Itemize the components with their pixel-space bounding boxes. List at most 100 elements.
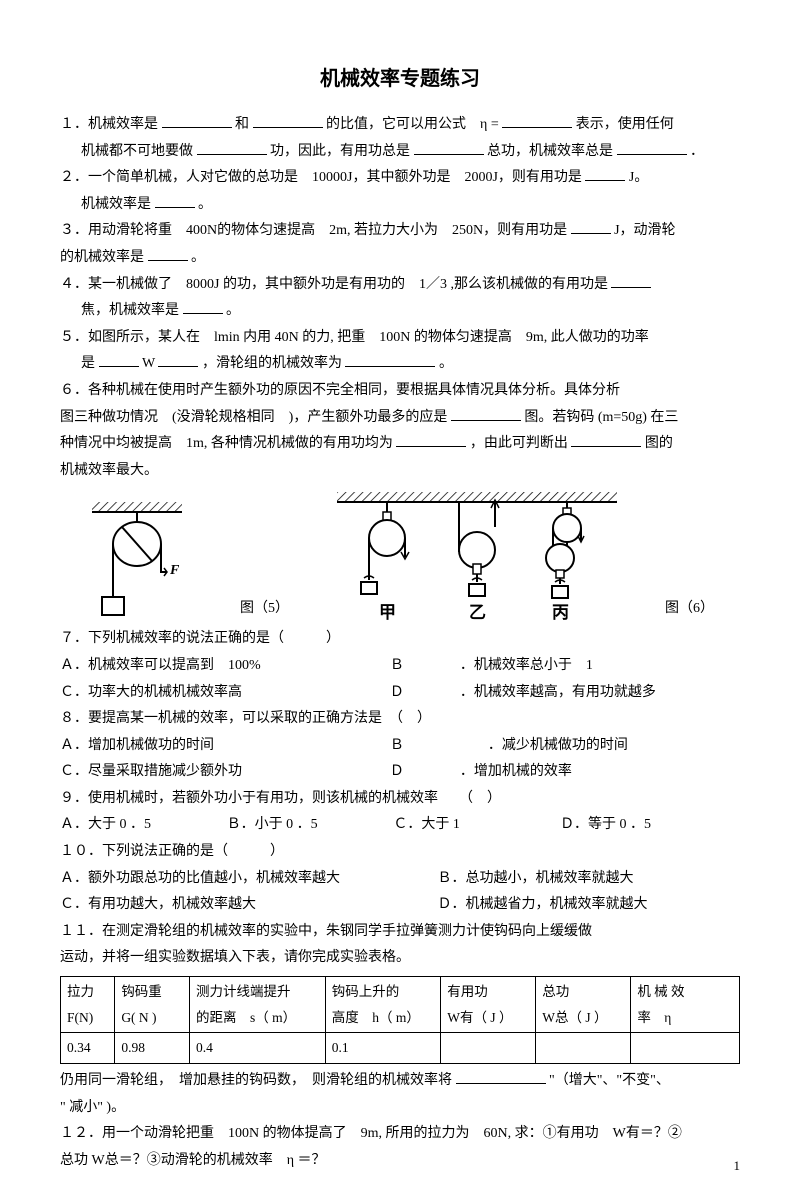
q5-part-d: ，滑轮组的机械效率为 — [202, 356, 342, 371]
q5-part-e: 。 — [439, 356, 453, 371]
question-9-options: Ａ．大于 0 ．5 Ｂ．小于 0 ．5 Ｃ．大于 1 Ｄ．等于 0 ．5 — [60, 812, 740, 839]
option-8b: Ｂ ．减少机械做功的时间 — [390, 733, 628, 760]
figure-6-label: 图（6） — [665, 596, 714, 623]
question-6: ６．各种机械在使用时产生额外功的原因不完全相同，要根据具体情况具体分析。具体分析 — [60, 378, 740, 405]
td-total-work — [536, 1033, 631, 1064]
q1-part-e: 机械都不可地要做 — [81, 144, 193, 159]
question-12-line1: １２．用一个动滑轮把重 100N 的物体提高了 9m, 所用的拉力为 60N, … — [60, 1121, 740, 1148]
pulley-diagram-6: 甲 乙 — [337, 492, 617, 622]
blank — [197, 141, 267, 155]
question-8-options-2: Ｃ．尽量采取措施减少额外功 Ｄ ．增加机械的效率 — [60, 759, 740, 786]
q2-part-c: 机械效率是 — [81, 197, 151, 212]
td-distance-s: 0.4 — [190, 1033, 326, 1064]
q1-part-h: ． — [690, 144, 704, 159]
blank — [451, 407, 521, 421]
td-useful-work — [441, 1033, 536, 1064]
table-header-row: 拉力F(N) 钩码重G( N ) 测力计线端提升的距离 s（ m） 钩码上升的高… — [61, 977, 740, 1033]
blank — [162, 114, 232, 128]
blank — [148, 247, 188, 261]
q1-part-f: 功，因此，有用功总是 — [270, 144, 410, 159]
q3-part-d: 。 — [191, 250, 205, 265]
figure-5-label: 图（5） — [240, 596, 289, 623]
q1-part-g: 总功，机械效率总是 — [487, 144, 613, 159]
figure-5: F — [82, 502, 192, 622]
q2-part-a: ２．一个简单机械，人对它做的总功是 10000J，其中额外功是 2000J，则有… — [60, 170, 582, 185]
q5-part-c: W — [142, 356, 155, 371]
question-9: ９．使用机械时，若额外功小于有用功，则该机械的机械效率 （ ） — [60, 786, 740, 813]
q2-part-d: 。 — [198, 197, 212, 212]
blank — [585, 167, 625, 181]
question-5-line2: 是 W ，滑轮组的机械效率为 。 — [60, 351, 740, 378]
question-11-line4: " 减小" )。 — [60, 1095, 740, 1122]
question-11-line1: １１．在测定滑轮组的机械效率的实验中，朱钢同学手拉弹簧测力计使钩码向上缓缓做 — [60, 919, 740, 946]
pulley-diagram-5: F — [82, 502, 192, 622]
option-9d: Ｄ．等于 0 ．5 — [560, 812, 651, 839]
question-6-line2: 图三种做功情况 (没滑轮规格相同 )，产生额外功最多的应是 图。若钩码 (m=5… — [60, 405, 740, 432]
blank — [183, 300, 223, 314]
blank — [617, 141, 687, 155]
blank — [396, 433, 466, 447]
q1-part-b: 和 — [235, 117, 249, 132]
q5-part-b: 是 — [81, 356, 95, 371]
option-7a: Ａ．机械效率可以提高到 100% — [60, 653, 386, 680]
blank — [456, 1070, 546, 1084]
page-title: 机械效率专题练习 — [60, 60, 740, 98]
question-2: ２．一个简单机械，人对它做的总功是 10000J，其中额外功是 2000J，则有… — [60, 165, 740, 192]
question-10: １０．下列说法正确的是（ ） — [60, 839, 740, 866]
q3-part-b: J，动滑轮 — [614, 223, 675, 238]
question-3-line2: 的机械效率是 。 — [60, 245, 740, 272]
question-6-line3: 种情况中均被提高 1m, 各种情况机械做的有用功均为 ，由此可判断出 图的 — [60, 431, 740, 458]
option-8c: Ｃ．尽量采取措施减少额外功 — [60, 759, 386, 786]
question-8-options-1: Ａ．增加机械做功的时间 Ｂ ．减少机械做功的时间 — [60, 733, 740, 760]
svg-text:F: F — [169, 563, 180, 578]
q6-part-f: 图的 — [645, 436, 673, 451]
th-total-work: 总功W总（ J ） — [536, 977, 631, 1033]
svg-text:乙: 乙 — [469, 603, 486, 622]
svg-text:丙: 丙 — [552, 603, 569, 622]
option-10c: Ｃ．有用功越大，机械效率越大 — [60, 892, 434, 919]
option-8a: Ａ．增加机械做功的时间 — [60, 733, 386, 760]
option-7b: Ｂ ．机械效率总小于 1 — [390, 653, 593, 680]
svg-text:甲: 甲 — [379, 603, 396, 622]
q11-part-c: 仍用同一滑轮组， 增加悬挂的钩码数， 则滑轮组的机械效率将 — [60, 1073, 452, 1088]
question-12-line2: 总功 W总＝？③动滑轮的机械效率 η ＝？ — [60, 1148, 740, 1175]
question-1-line2: 机械都不可地要做 功，因此，有用功总是 总功，机械效率总是 ． — [60, 139, 740, 166]
option-8d: Ｄ ．增加机械的效率 — [390, 759, 572, 786]
q3-part-c: 的机械效率是 — [60, 250, 144, 265]
option-9c: Ｃ．大于 1 — [393, 812, 556, 839]
question-11-line3: 仍用同一滑轮组， 增加悬挂的钩码数， 则滑轮组的机械效率将 "（增大"、"不变"… — [60, 1068, 740, 1095]
td-force: 0.34 — [61, 1033, 115, 1064]
option-7d: Ｄ ．机械效率越高，有用功就越多 — [390, 680, 656, 707]
blank — [155, 194, 195, 208]
q6-part-g: 机械效率最大。 — [60, 463, 158, 478]
option-9b: Ｂ．小于 0 ．5 — [227, 812, 390, 839]
th-efficiency: 机 械 效率 η — [631, 977, 740, 1033]
q6-part-d: 种情况中均被提高 1m, 各种情况机械做的有用功均为 — [60, 436, 393, 451]
q1-part-c: 的比值，它可以用公式 η = — [326, 117, 499, 132]
figures-row: F 图（5） — [60, 492, 740, 622]
th-weight: 钩码重G( N ) — [115, 977, 190, 1033]
question-5: ５．如图所示，某人在 lmin 内用 40N 的力, 把重 100N 的物体匀速… — [60, 325, 740, 352]
experiment-table: 拉力F(N) 钩码重G( N ) 测力计线端提升的距离 s（ m） 钩码上升的高… — [60, 976, 740, 1064]
question-10-options-1: Ａ．额外功跟总功的比值越小，机械效率越大 Ｂ．总功越小，机械效率就越大 — [60, 866, 740, 893]
td-weight: 0.98 — [115, 1033, 190, 1064]
blank — [253, 114, 323, 128]
option-10a: Ａ．额外功跟总功的比值越小，机械效率越大 — [60, 866, 434, 893]
th-force: 拉力F(N) — [61, 977, 115, 1033]
q6-part-e: ，由此可判断出 — [470, 436, 568, 451]
option-10b: Ｂ．总功越小，机械效率就越大 — [438, 866, 634, 893]
td-efficiency — [631, 1033, 740, 1064]
th-distance-s: 测力计线端提升的距离 s（ m） — [190, 977, 326, 1033]
question-2-line2: 机械效率是 。 — [60, 192, 740, 219]
q4-part-c: 。 — [226, 303, 240, 318]
blank — [611, 274, 651, 288]
question-1: １．机械效率是 和 的比值，它可以用公式 η = 表示，使用任何 — [60, 112, 740, 139]
th-height-h: 钩码上升的高度 h（ m） — [325, 977, 440, 1033]
blank — [571, 433, 641, 447]
q6-part-a: ６．各种机械在使用时产生额外功的原因不完全相同，要根据具体情况具体分析。具体分析 — [60, 383, 620, 398]
blank — [502, 114, 572, 128]
blank — [571, 220, 611, 234]
q4-part-b: 焦，机械效率是 — [81, 303, 179, 318]
question-8: ８．要提高某一机械的效率，可以采取的正确方法是 （ ） — [60, 706, 740, 733]
question-11-line2: 运动，并将一组实验数据填入下表，请你完成实验表格。 — [60, 945, 740, 972]
